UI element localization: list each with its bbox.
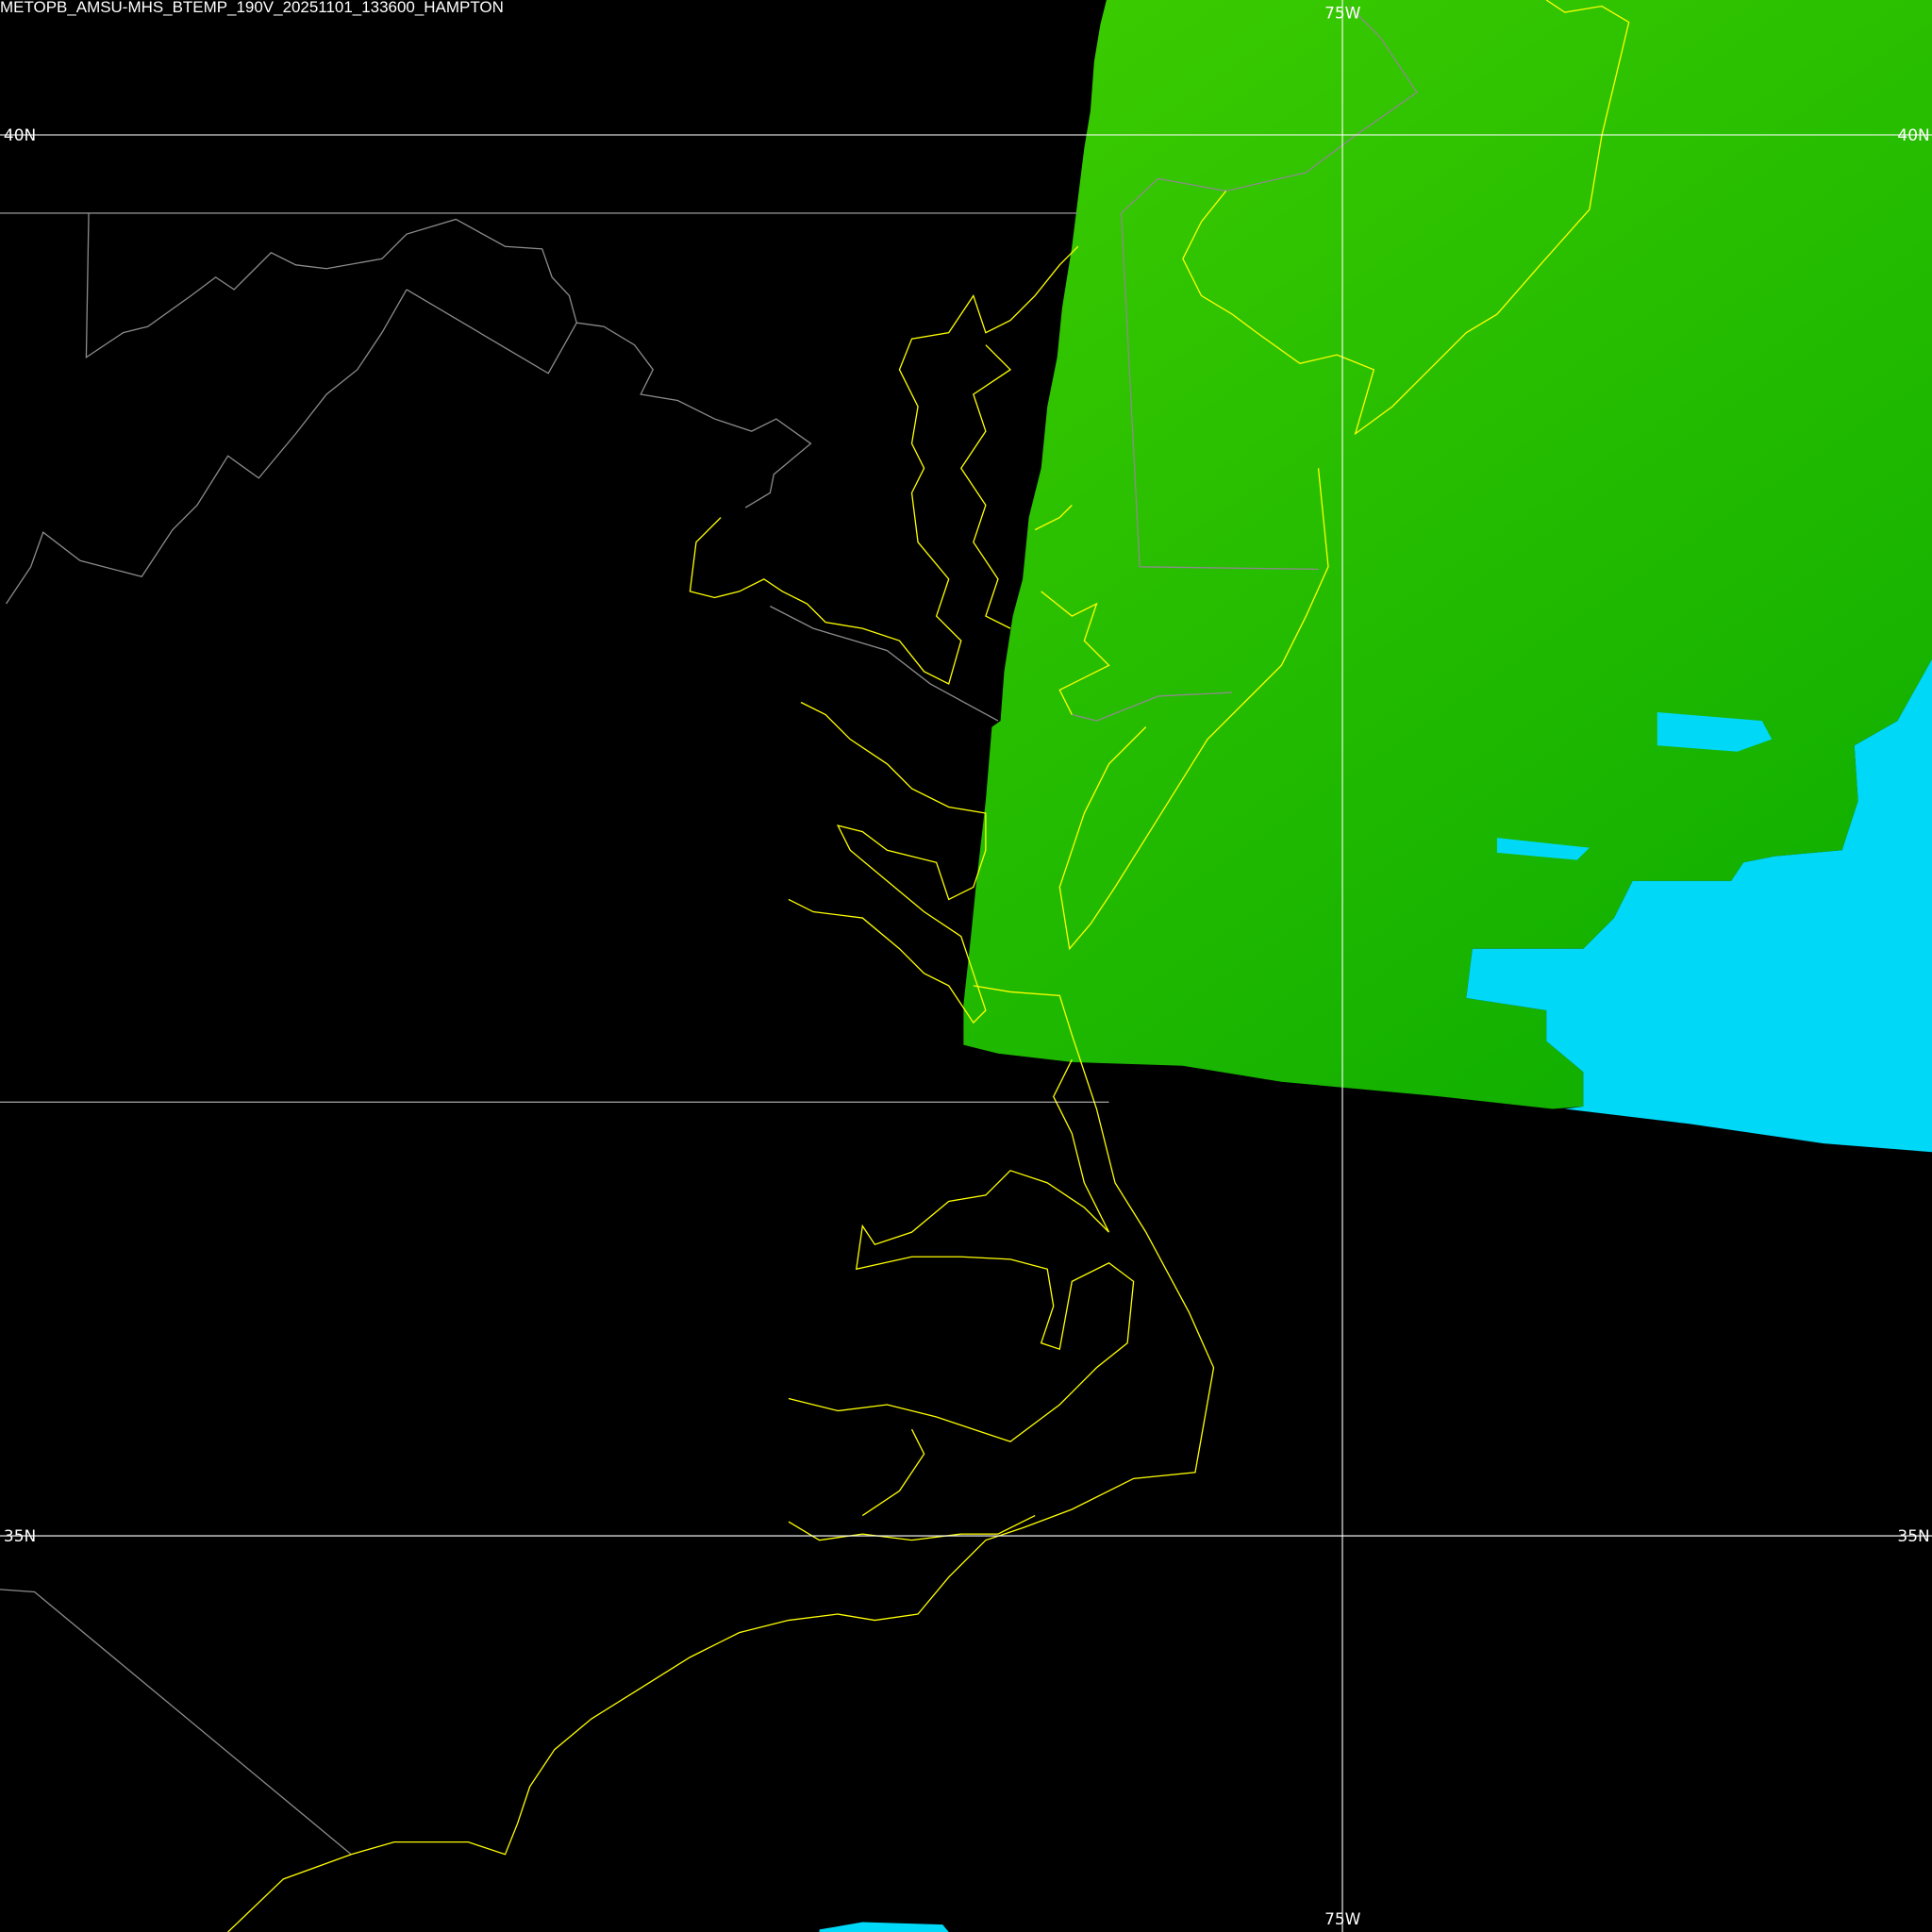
image-title: METOPB_AMSU-MHS_BTEMP_190V_20251101_1336… xyxy=(0,0,504,16)
swath-cyan-patch xyxy=(819,1922,949,1932)
coastlines xyxy=(227,0,1630,1932)
swath-cyan-patch xyxy=(1657,711,1773,752)
lat-label-35n-right: 35N xyxy=(1897,1527,1929,1546)
state-borders xyxy=(0,6,1418,1856)
swath-cyan xyxy=(1466,658,1932,1153)
lon-label-bottom: 75W xyxy=(1324,1910,1361,1929)
swath-cyan-patch xyxy=(1496,838,1590,860)
lat-label-35n-left: 35N xyxy=(4,1527,36,1546)
lat-label-40n-right: 40N xyxy=(1897,126,1929,145)
lat-label-40n-left: 40N xyxy=(4,126,36,145)
lon-label-top: 75W xyxy=(1324,5,1361,24)
swath-green xyxy=(963,0,1932,1109)
